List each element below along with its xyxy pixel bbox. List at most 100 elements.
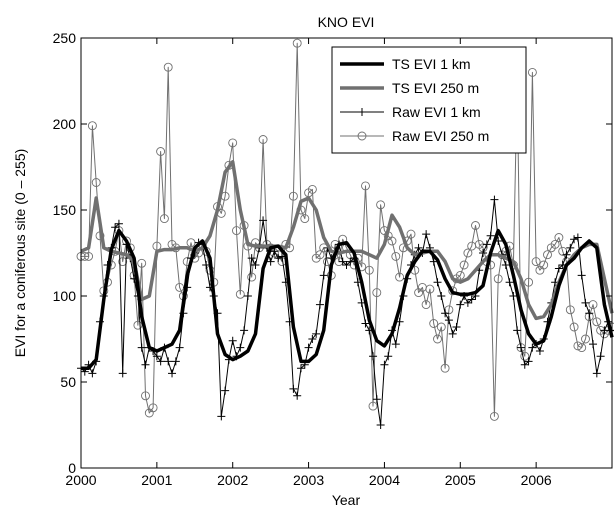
- point-plus: [156, 357, 165, 366]
- point-plus: [293, 391, 302, 400]
- point-plus: [592, 369, 601, 378]
- axes-layer: 2000 2001 2002 2003 2004 2005 2006 0 50 100 150 200…: [53, 30, 613, 488]
- point-plus: [342, 261, 351, 270]
- point-plus: [315, 300, 324, 309]
- point-circle: [459, 260, 469, 270]
- point-circle: [141, 391, 150, 401]
- point-plus: [380, 360, 389, 369]
- point-circle: [440, 363, 450, 373]
- point-circle: [148, 403, 158, 413]
- legend-label-2: Raw EVI 1 km: [392, 104, 481, 120]
- point-plus: [596, 352, 605, 361]
- point-circle: [258, 135, 268, 144]
- point-plus: [490, 195, 499, 204]
- point-plus: [164, 357, 173, 366]
- point-circle: [91, 178, 101, 187]
- point-plus: [414, 243, 423, 252]
- point-plus: [479, 249, 488, 257]
- point-circle: [235, 289, 245, 299]
- point-plus: [88, 369, 97, 378]
- x-tick-label: 2003: [293, 472, 324, 488]
- point-circle: [425, 284, 435, 294]
- x-tick-label: 2004: [369, 472, 400, 488]
- point-plus: [589, 340, 598, 349]
- point-plus: [524, 357, 533, 366]
- x-tick-label: 2001: [141, 472, 172, 488]
- point-plus: [448, 329, 457, 338]
- chart-title: KNO EVI: [318, 14, 375, 30]
- point-plus: [247, 254, 256, 263]
- legend-marker-circle: [357, 131, 367, 141]
- point-plus: [118, 369, 127, 378]
- point-plus: [585, 309, 594, 318]
- point-plus: [486, 231, 495, 240]
- point-circle: [524, 277, 534, 287]
- point-circle: [300, 214, 310, 224]
- point-circle: [436, 322, 446, 332]
- point-plus: [168, 369, 177, 378]
- point-circle: [315, 250, 325, 260]
- point-circle: [550, 239, 560, 249]
- point-plus: [554, 264, 563, 273]
- point-plus: [581, 298, 590, 307]
- y-tick-label: 0: [68, 460, 76, 476]
- point-circle: [543, 250, 552, 260]
- point-plus: [141, 360, 150, 369]
- point-plus: [384, 352, 393, 361]
- y-tick-label: 50: [60, 374, 76, 390]
- point-plus: [259, 216, 268, 225]
- point-circle: [84, 251, 94, 261]
- point-plus: [308, 335, 317, 343]
- series-line-0: [81, 228, 614, 370]
- point-plus: [456, 300, 465, 309]
- legend-label-1: TS EVI 250 m: [392, 80, 479, 96]
- point-plus: [111, 223, 120, 232]
- point-plus: [391, 340, 400, 349]
- point-plus: [240, 326, 249, 335]
- point-circle: [592, 317, 602, 327]
- point-circle: [247, 272, 257, 282]
- point-circle: [448, 286, 458, 296]
- point-plus: [528, 343, 537, 352]
- x-tick-label: 2000: [65, 472, 96, 488]
- point-plus: [437, 292, 446, 300]
- point-plus: [296, 364, 305, 373]
- x-tick-label: 2006: [521, 472, 552, 488]
- point-circle: [372, 288, 382, 298]
- point-plus: [577, 271, 586, 280]
- point-circle: [159, 214, 169, 224]
- point-plus: [202, 261, 211, 270]
- point-plus: [312, 329, 321, 338]
- point-circle: [429, 319, 439, 328]
- point-circle: [364, 265, 374, 275]
- series-layer: [76, 38, 614, 429]
- point-circle: [565, 305, 575, 315]
- point-circle: [307, 184, 317, 194]
- point-circle: [163, 62, 173, 72]
- point-circle: [395, 272, 405, 282]
- point-circle: [361, 181, 370, 191]
- point-plus: [463, 298, 472, 307]
- point-plus: [444, 316, 453, 325]
- point-plus: [562, 250, 571, 259]
- point-circle: [406, 229, 416, 239]
- point-plus: [361, 319, 370, 328]
- point-plus: [441, 309, 450, 318]
- point-plus: [289, 384, 298, 393]
- point-circle: [391, 251, 401, 261]
- y-axis-label: EVI for a coniferous site (0 – 255): [12, 149, 28, 358]
- point-circle: [531, 257, 541, 267]
- point-plus: [152, 352, 161, 361]
- point-plus: [175, 343, 184, 352]
- point-plus: [570, 235, 579, 244]
- point-plus: [171, 357, 180, 366]
- point-plus: [513, 326, 522, 335]
- point-plus: [573, 233, 582, 242]
- point-circle: [463, 248, 473, 258]
- point-plus: [251, 261, 260, 270]
- point-plus: [217, 412, 226, 421]
- point-plus: [338, 257, 347, 266]
- point-circle: [455, 270, 465, 280]
- legend-label-0: TS EVI 1 km: [392, 56, 471, 72]
